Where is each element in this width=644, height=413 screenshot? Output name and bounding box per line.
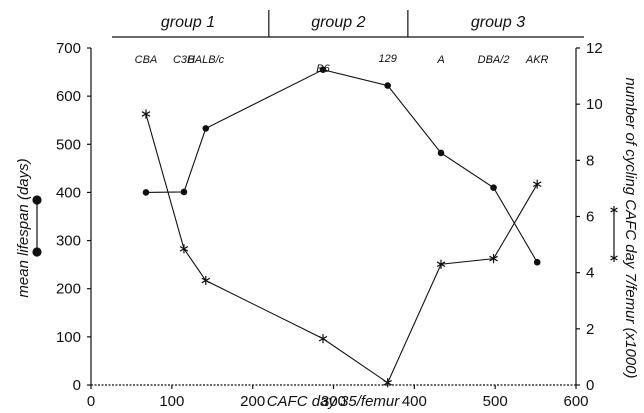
y-left-tick-label: 700 [56,40,81,57]
lifespan-point [180,188,188,196]
lifespan-point [384,82,391,89]
lifespan-point [142,189,150,196]
lifespan-point [437,149,445,157]
strain-label: CBA [135,54,158,66]
lifespan-point [319,66,327,73]
x-tick-label: 100 [159,393,184,410]
series [141,66,542,388]
x-tick-label: 200 [240,393,265,410]
y-left-tick-label: 400 [56,184,81,201]
cafc-point [201,275,211,286]
lifespan-point [490,184,497,191]
y-left-tick-label: 300 [56,233,81,250]
group-label: group 1 [161,14,215,31]
y-right-tick-label: 12 [586,40,603,57]
lifespan-line [145,69,538,263]
x-tick-label: 400 [402,393,427,410]
strain-label: A [436,54,444,66]
y-right-tick-label: 0 [586,377,594,394]
y-left-tick-label: 600 [56,88,81,105]
y-left-tick-label: 500 [56,136,81,153]
cafc-point [532,179,542,189]
axis-legend-markers [32,195,618,262]
tick-labels: 0 100 200 300 400 500 600010020030040050060070… [56,40,603,410]
y-right-tick-label: 4 [586,265,594,282]
strain-label: BALB/c [187,54,224,66]
left-axis-marker-dot [32,195,42,205]
cafc-point [179,244,189,254]
cafc-line [145,113,538,384]
y-left-tick-label: 200 [56,281,81,298]
cafc-point [383,378,392,388]
lifespan-point [202,125,210,132]
x-tick-label: 300 [321,393,346,410]
y-axis-left-title: mean lifespan (days) [15,158,32,297]
strain-label: DBA/2 [478,54,510,66]
x-axis-title: CAFC day 35/femur [267,393,401,410]
x-tick-label: 500 [483,393,508,410]
cafc-point [436,259,446,269]
y-left-tick-label: 100 [56,329,81,346]
strain-label: 129 [378,53,396,65]
y-right-tick-label: 10 [586,96,603,113]
y-right-tick-label: 8 [586,152,594,169]
x-tick-label: 600 [563,393,588,410]
group-label: group 3 [471,14,525,31]
cafc-point [489,254,498,264]
axes [87,47,580,389]
y-right-tick-label: 6 [586,209,594,226]
lifespan-point [533,258,541,266]
right-axis-marker-star [610,254,618,262]
right-axis-marker-star [610,206,618,214]
cafc-point [318,334,328,344]
y-axis-right-title: number of cycling CAFC day 7/femur (x100… [622,78,639,379]
cafc-point [141,109,151,119]
strain-label: AKR [525,54,549,66]
group-label: group 2 [311,14,365,31]
y-right-tick-label: 2 [586,321,594,338]
group-header: group 1 group 2 group 3 [112,10,584,38]
y-left-tick-label: 0 [73,377,81,394]
x-tick-label: 0 [87,393,95,410]
left-axis-marker-dot [32,247,42,257]
strain-label: C3H [173,54,195,66]
